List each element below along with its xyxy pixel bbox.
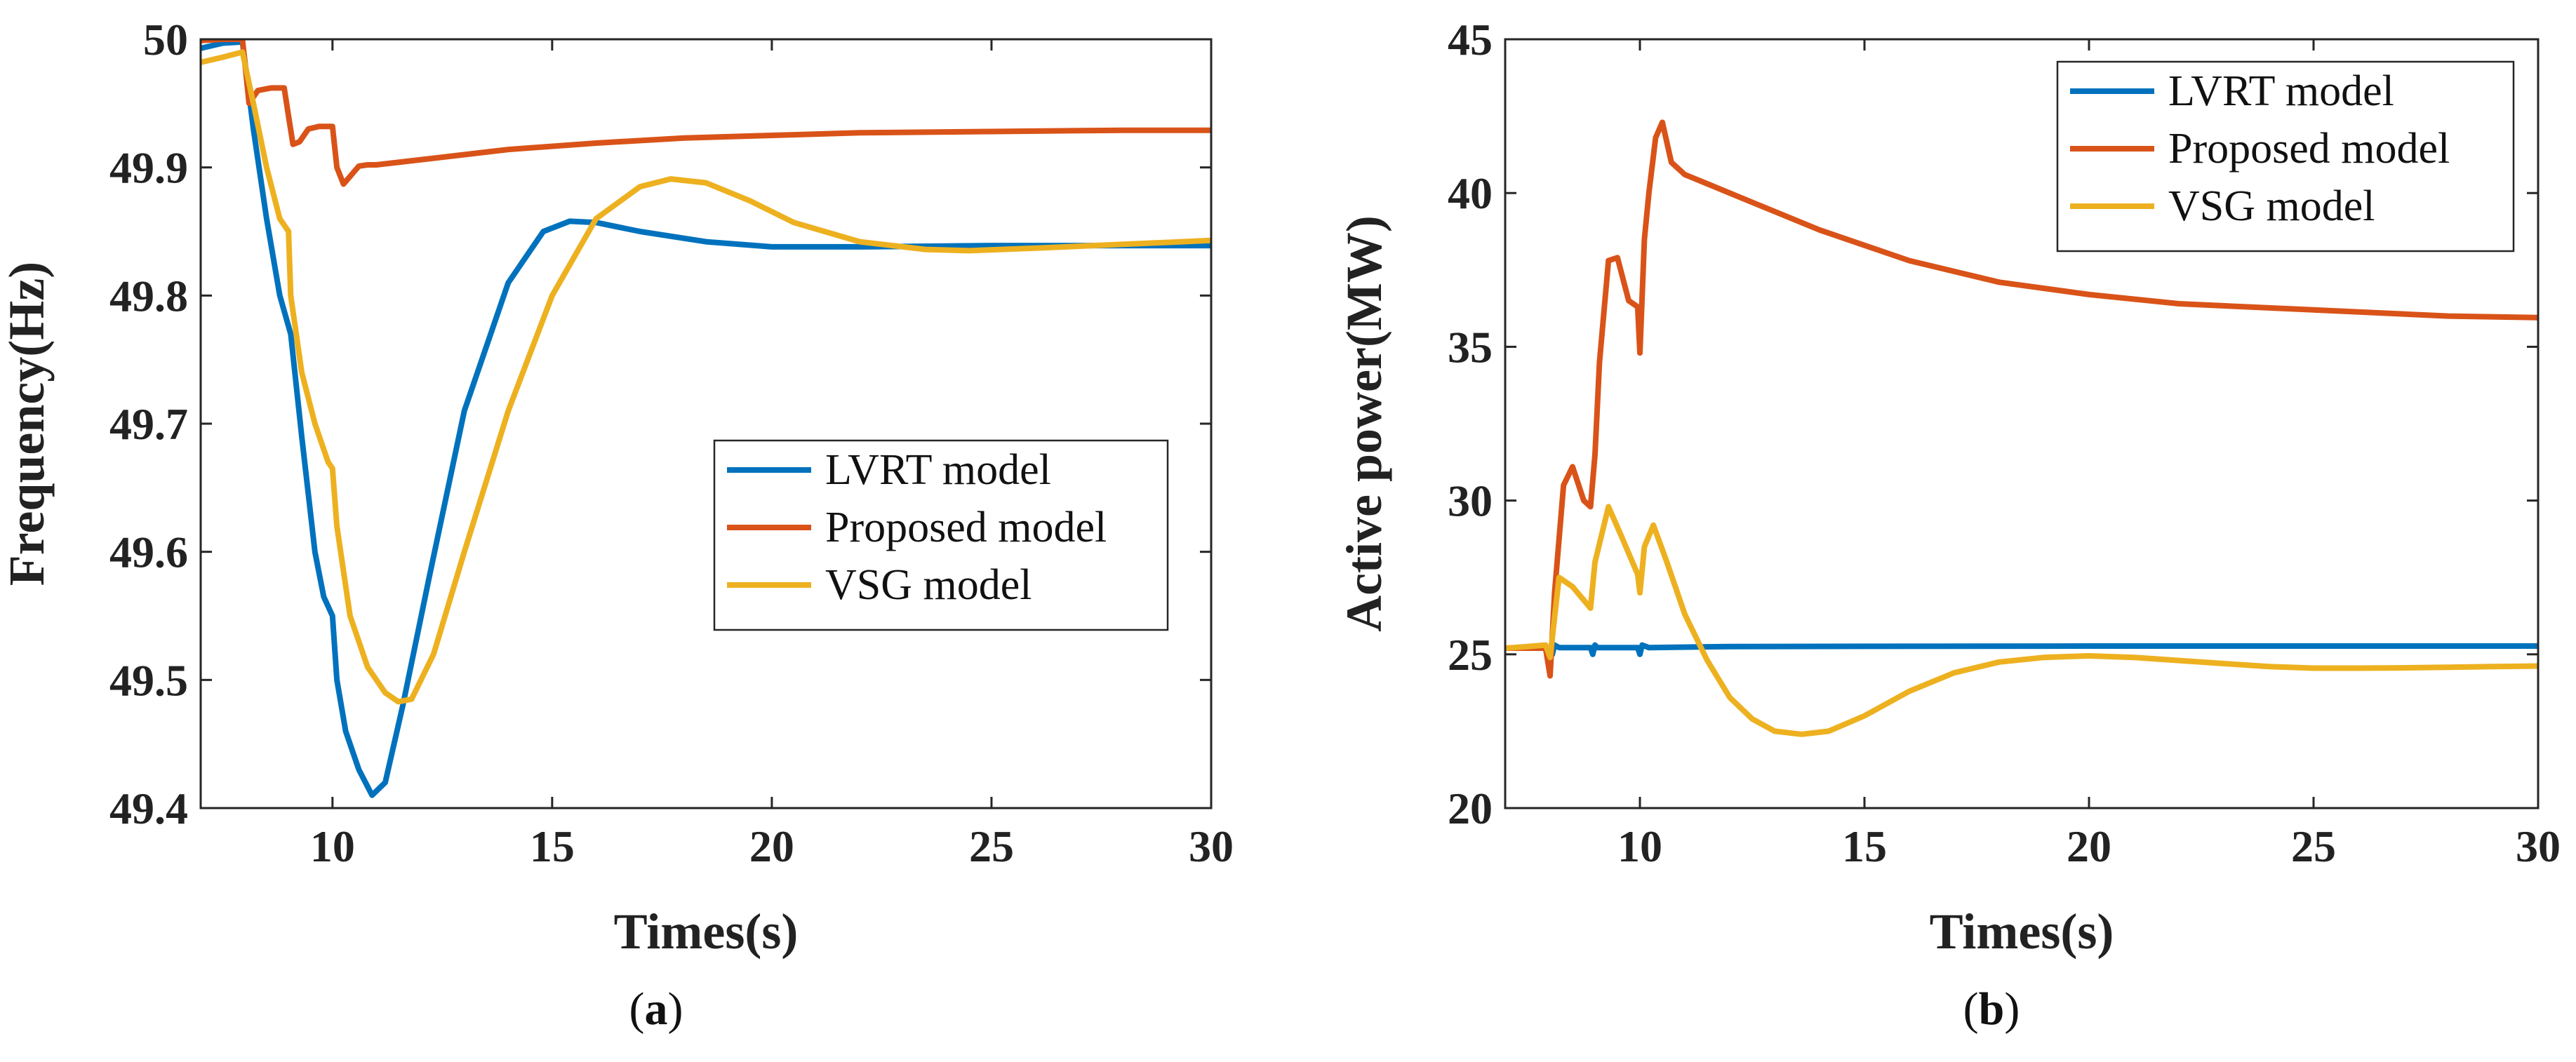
y-tick-label: 49.7 [109, 399, 188, 449]
legend-label: LVRT model [825, 446, 1051, 494]
y-tick-label: 50 [143, 15, 188, 65]
x-tick-label: 10 [1617, 821, 1662, 871]
series-line-lvrt-model [201, 39, 1211, 798]
legend-label: LVRT model [2168, 67, 2394, 115]
legend-label: VSG model [825, 561, 1032, 609]
legend-label: Proposed model [2168, 125, 2450, 173]
chart-a-frequency: 10 15 20 25 30 49.4 49.5 49.6 49.7 49.8 49.9 50 Time… [0, 15, 1234, 1035]
x-tick-label: 20 [749, 821, 794, 871]
x-tick-label: 15 [1842, 821, 1887, 871]
axes-frame [199, 38, 1213, 809]
axes-frame [1504, 38, 2540, 809]
y-axis-label: Frequency(Hz) [0, 262, 55, 586]
caption-letter: a [645, 983, 668, 1035]
y-tick-label: 30 [1448, 476, 1493, 526]
y-tick-label: 20 [1448, 784, 1493, 833]
y-tick-label: 40 [1448, 168, 1493, 218]
legend-label: Proposed model [825, 504, 1107, 551]
caption-letter: b [1979, 983, 2005, 1035]
legend-label: VSG model [2168, 182, 2375, 230]
x-tick-label: 30 [1189, 821, 1234, 871]
legend: LVRT model Proposed model VSG model [713, 439, 1169, 631]
y-tick-label: 25 [1448, 630, 1493, 680]
subfigure-caption: (b) [1963, 983, 2020, 1035]
series-line-proposed-model [1505, 119, 2538, 679]
x-tick-label: 10 [310, 821, 355, 871]
y-tick-label: 49.8 [109, 271, 188, 321]
chart-b-active-power: 10 15 20 25 30 20 25 30 35 40 45 Times(s) Active pow… [1336, 15, 2561, 1035]
x-axis-label: Times(s) [614, 903, 799, 960]
x-tick-label: 15 [530, 821, 575, 871]
series-line-vsg-model [1505, 504, 2538, 737]
y-tick-label: 45 [1448, 15, 1493, 65]
x-tick-label: 25 [969, 821, 1014, 871]
series-line-vsg-model [201, 49, 1211, 705]
x-tick-label: 30 [2516, 821, 2561, 871]
subfigure-caption: (a) [629, 983, 683, 1035]
x-tick-label: 25 [2291, 821, 2336, 871]
y-tick-label: 49.6 [109, 527, 188, 577]
x-tick-label: 20 [2067, 821, 2111, 871]
series-line-lvrt-model [1505, 642, 2538, 657]
series-group [201, 39, 1211, 798]
legend: LVRT model Proposed model VSG model [2056, 60, 2515, 253]
series-line-proposed-model [201, 39, 1211, 187]
y-tick-label: 49.5 [109, 655, 188, 705]
x-axis-label: Times(s) [1930, 903, 2114, 960]
y-axis-label: Active power(MW) [1336, 215, 1392, 632]
y-tick-label: 49.4 [109, 784, 188, 833]
y-tick-label: 35 [1448, 322, 1493, 372]
y-tick-label: 49.9 [109, 143, 188, 193]
series-group [1505, 119, 2538, 737]
